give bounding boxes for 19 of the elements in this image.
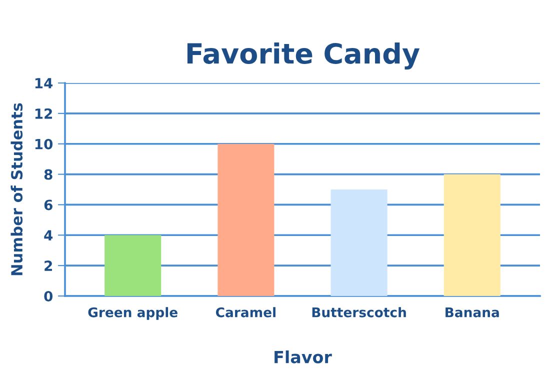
x-tick-label: Banana bbox=[446, 308, 499, 318]
y-tick-label: 12 bbox=[35, 108, 52, 119]
bar bbox=[218, 144, 274, 296]
y-tick-label: 0 bbox=[44, 290, 53, 302]
y-tick-label: 8 bbox=[44, 169, 52, 180]
y-tick-label: 14 bbox=[35, 78, 53, 88]
chart-title: Favorite Candy bbox=[187, 42, 420, 70]
bar bbox=[330, 190, 388, 296]
y-tick-label: 2 bbox=[44, 260, 52, 271]
y-axis-title: Number of Students bbox=[10, 103, 23, 276]
bar bbox=[104, 235, 162, 296]
y-tick-label: 6 bbox=[44, 200, 52, 210]
x-axis-title: Flavor bbox=[274, 350, 332, 364]
y-tick-label: 4 bbox=[44, 230, 53, 240]
bar bbox=[444, 174, 500, 296]
x-tick-label: Green apple bbox=[88, 307, 178, 320]
x-tick-label: Caramel bbox=[216, 307, 276, 318]
y-tick-label: 10 bbox=[35, 138, 53, 150]
x-tick-label: Butterscotch bbox=[312, 307, 406, 318]
